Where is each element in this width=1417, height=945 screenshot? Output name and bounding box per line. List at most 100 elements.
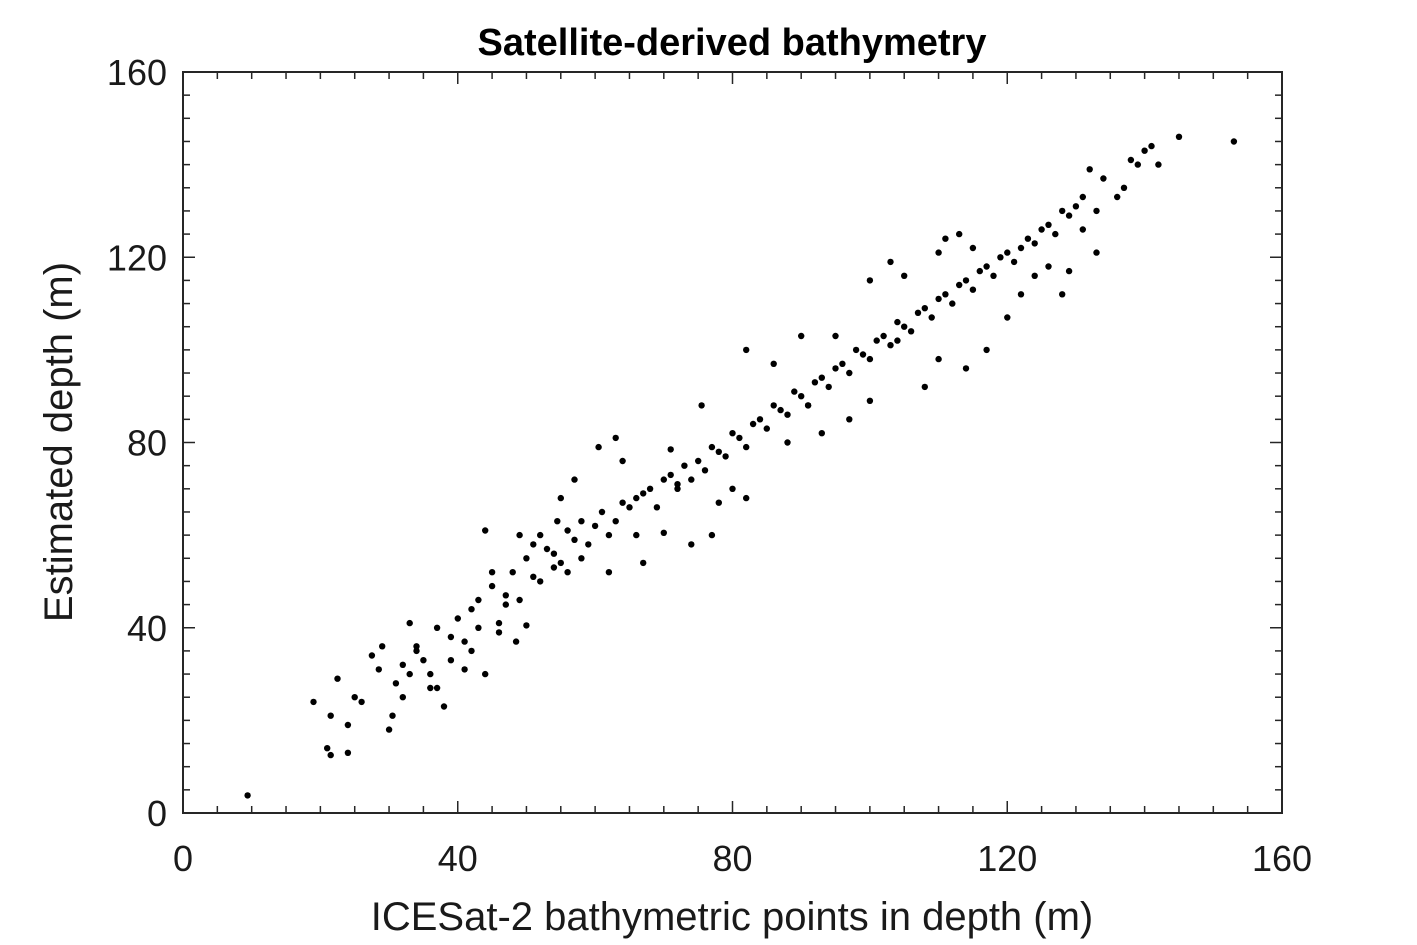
data-point bbox=[334, 675, 341, 682]
data-point bbox=[667, 446, 674, 453]
axis-ticks bbox=[182, 71, 1283, 814]
data-point bbox=[1024, 235, 1032, 242]
data-point bbox=[327, 712, 334, 719]
data-point bbox=[866, 277, 874, 284]
data-point bbox=[976, 267, 983, 275]
data-point bbox=[935, 249, 942, 256]
data-point bbox=[839, 360, 846, 367]
data-point bbox=[1079, 226, 1087, 233]
data-point bbox=[495, 619, 503, 627]
data-point bbox=[859, 351, 867, 358]
data-point bbox=[244, 792, 251, 799]
y-tick-label: 80 bbox=[127, 423, 167, 464]
data-point bbox=[811, 379, 819, 386]
data-point bbox=[385, 726, 393, 733]
data-point bbox=[447, 633, 455, 641]
data-point bbox=[681, 462, 688, 469]
data-point bbox=[310, 698, 317, 706]
data-point bbox=[1010, 258, 1018, 266]
data-point bbox=[1230, 138, 1238, 145]
data-point bbox=[427, 670, 434, 678]
data-point bbox=[433, 684, 441, 692]
data-point bbox=[901, 323, 908, 330]
data-point bbox=[420, 657, 427, 664]
data-point bbox=[557, 494, 564, 502]
data-point bbox=[571, 476, 578, 483]
data-point bbox=[894, 318, 901, 326]
data-point bbox=[605, 531, 613, 539]
data-point bbox=[537, 578, 544, 585]
data-point bbox=[1093, 249, 1100, 256]
data-point bbox=[475, 624, 482, 631]
data-point bbox=[990, 272, 997, 279]
data-point bbox=[660, 529, 667, 536]
data-point bbox=[688, 541, 695, 548]
x-tick-label: 40 bbox=[438, 838, 478, 879]
data-point bbox=[784, 439, 791, 446]
data-point bbox=[440, 703, 448, 710]
data-point bbox=[1052, 230, 1059, 238]
data-point bbox=[935, 295, 942, 303]
data-point bbox=[557, 559, 564, 567]
data-point bbox=[399, 694, 406, 701]
data-point bbox=[743, 443, 750, 451]
data-point bbox=[1059, 291, 1066, 298]
data-point bbox=[633, 494, 640, 502]
data-point bbox=[729, 485, 736, 492]
data-point bbox=[509, 569, 516, 576]
data-point bbox=[695, 457, 702, 465]
data-point bbox=[1079, 193, 1087, 201]
data-point bbox=[389, 712, 396, 719]
data-point bbox=[1155, 161, 1162, 168]
data-point bbox=[344, 721, 352, 729]
data-point bbox=[550, 564, 558, 571]
data-point bbox=[1127, 156, 1135, 164]
data-point bbox=[619, 457, 626, 465]
data-point bbox=[564, 569, 571, 576]
data-point bbox=[605, 569, 613, 576]
data-point bbox=[495, 629, 503, 636]
data-point bbox=[375, 666, 382, 673]
data-point bbox=[454, 615, 461, 622]
data-point bbox=[743, 494, 750, 502]
data-point bbox=[488, 582, 496, 590]
data-point bbox=[907, 328, 915, 335]
data-point bbox=[475, 596, 482, 604]
data-point bbox=[1031, 272, 1038, 279]
data-point bbox=[983, 263, 990, 270]
data-point bbox=[667, 471, 674, 479]
data-point bbox=[887, 258, 894, 266]
data-point bbox=[1045, 221, 1052, 228]
data-point bbox=[502, 592, 509, 599]
data-point bbox=[626, 504, 633, 511]
data-point bbox=[427, 684, 434, 692]
data-point bbox=[798, 393, 805, 400]
data-point bbox=[595, 443, 602, 451]
chart-title: Satellite-derived bathymetry bbox=[478, 22, 987, 64]
data-point bbox=[804, 402, 812, 409]
data-point bbox=[715, 499, 722, 506]
data-point bbox=[846, 416, 853, 423]
data-point bbox=[688, 476, 695, 483]
data-point bbox=[392, 680, 400, 687]
data-point bbox=[969, 244, 977, 252]
data-point bbox=[729, 430, 736, 437]
data-point bbox=[708, 443, 716, 451]
data-point bbox=[1086, 166, 1093, 173]
y-axis-label: Estimated depth (m) bbox=[37, 262, 81, 622]
y-tick-label: 160 bbox=[107, 52, 167, 93]
y-tick-label: 0 bbox=[147, 793, 167, 834]
data-point bbox=[698, 402, 705, 409]
axis-tick-labels: 0 40 80 120 160 0 40 80 120 160 bbox=[107, 52, 1312, 879]
data-point bbox=[770, 360, 777, 367]
data-point bbox=[447, 657, 455, 664]
data-point bbox=[585, 541, 592, 548]
data-point bbox=[736, 434, 743, 442]
data-point bbox=[1045, 263, 1052, 270]
data-point bbox=[523, 555, 530, 562]
data-point bbox=[832, 365, 839, 372]
data-point bbox=[646, 485, 654, 492]
data-point bbox=[901, 272, 908, 279]
data-point bbox=[433, 624, 441, 631]
data-point bbox=[942, 235, 949, 242]
